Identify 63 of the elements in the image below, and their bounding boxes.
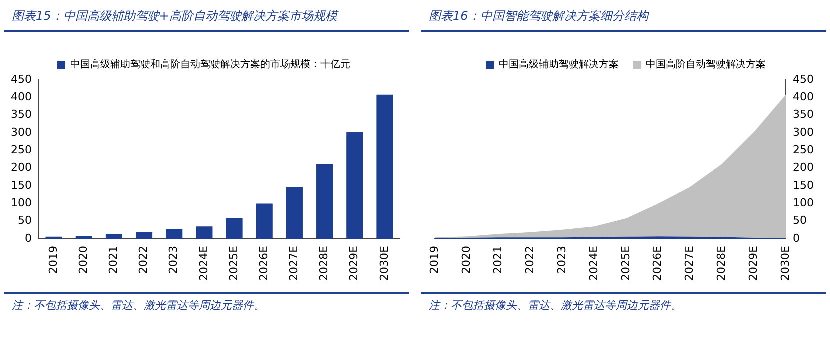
bar (286, 187, 303, 240)
y2-tick-label: 0 (793, 232, 800, 245)
chart-title: 图表15：中国高级辅助驾驶+高阶自动驾驶解决方案市场规模 (4, 0, 409, 32)
x-tick-label: 2027E (683, 246, 696, 282)
y-tick-label: 0 (24, 232, 32, 245)
x-tick-label: 2029E (348, 246, 361, 282)
bar (196, 226, 213, 240)
y-tick-label: 250 (10, 144, 32, 157)
bar (346, 132, 364, 240)
bar (256, 204, 273, 240)
bar (106, 234, 122, 240)
x-tick-label: 2021 (492, 246, 505, 274)
y-tick-label: 100 (10, 196, 32, 210)
x-tick-label: 2028E (318, 246, 331, 282)
legend-label: 中国高级辅助驾驶和高阶自动驾驶解决方案的市场规模：十亿元 (70, 58, 350, 71)
bar (226, 218, 243, 240)
chart-title: 图表16：中国智能驾驶解决方案细分结构 (421, 0, 826, 32)
y-tick-label: 350 (10, 108, 32, 122)
x-tick-label: 2022 (137, 246, 150, 274)
text: 注：不包括摄像头、雷达、激光雷达等周边元器件。 (12, 298, 266, 313)
legend-label: 中国高级辅助驾驶解决方案 (499, 58, 619, 71)
y2-tick-label: 150 (793, 178, 814, 192)
legend-label: 中国高阶自动驾驶解决方案 (646, 58, 766, 71)
x-tick-label: 2025E (619, 246, 632, 282)
y-tick-label: 450 (10, 72, 32, 86)
y-tick-label: 150 (10, 178, 32, 192)
y2-tick-label: 50 (793, 214, 808, 228)
y-tick-label: 400 (10, 90, 32, 104)
x-tick-label: 2024E (587, 246, 600, 282)
x-tick-label: 2030E (778, 246, 792, 282)
y-tick-label: 200 (10, 161, 32, 174)
x-tick-label: 2020 (76, 246, 90, 274)
y-tick-label: 50 (18, 214, 32, 228)
x-tick-label: 2025E (227, 246, 240, 282)
x-tick-label: 2029E (746, 246, 760, 282)
y2-tick-label: 450 (793, 72, 814, 86)
bar (166, 230, 183, 240)
bar (376, 94, 394, 240)
x-tick-label: 2028E (715, 246, 728, 282)
y2-tick-label: 300 (793, 126, 814, 139)
bar (76, 236, 92, 240)
x-tick-label: 2020 (460, 246, 473, 274)
bar (316, 164, 334, 240)
x-tick-label: 2019 (428, 246, 441, 274)
bar (46, 236, 62, 240)
y2-tick-label: 400 (793, 90, 814, 104)
x-tick-label: 2030E (378, 246, 391, 282)
y2-tick-label: 350 (793, 108, 814, 122)
x-tick-label: 2021 (107, 246, 120, 274)
x-tick-label: 2024E (197, 246, 210, 282)
y2-tick-label: 200 (793, 161, 814, 174)
x-tick-label: 2027E (288, 246, 301, 282)
y-tick-label: 300 (10, 126, 32, 139)
bar (136, 232, 153, 240)
x-tick-label: 2019 (46, 246, 60, 274)
y2-tick-label: 100 (793, 196, 814, 210)
y2-tick-label: 250 (793, 144, 814, 157)
x-tick-label: 2026E (257, 246, 270, 282)
x-tick-label: 2023 (555, 246, 568, 274)
x-tick-label: 2022 (524, 246, 537, 274)
text: 注：不包括摄像头、雷达、激光雷达等周边元器件。 (429, 298, 683, 313)
x-tick-label: 2023 (167, 246, 180, 274)
x-tick-label: 2026E (651, 246, 664, 282)
